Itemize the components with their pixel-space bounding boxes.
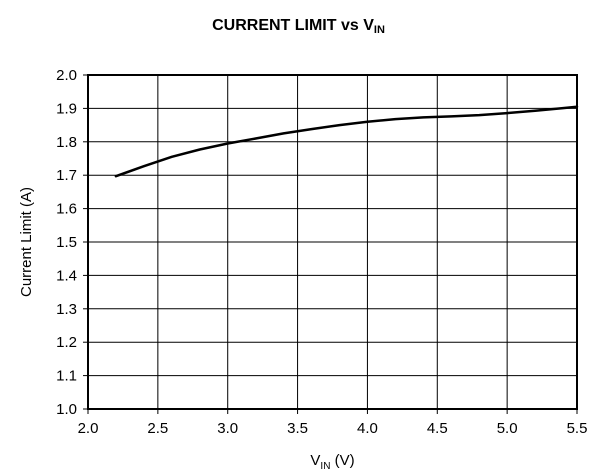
chart-title-subscript: IN bbox=[373, 24, 385, 36]
y-tick-label: 1.5 bbox=[56, 234, 77, 251]
chart-title-main: CURRENT LIMIT vs V bbox=[212, 17, 374, 34]
series-line bbox=[114, 105, 579, 178]
x-axis-label-unit: (V) bbox=[330, 452, 354, 469]
x-tick-label: 3.5 bbox=[287, 420, 308, 437]
chart-title: CURRENT LIMIT vs VIN bbox=[0, 17, 597, 36]
y-axis-label: Current Limit (A) bbox=[18, 187, 35, 297]
data-series bbox=[114, 105, 579, 178]
x-tick-label: 4.5 bbox=[427, 420, 448, 437]
plot-frame bbox=[87, 74, 578, 410]
y-tick-label: 1.2 bbox=[56, 334, 77, 351]
y-tick-label: 1.7 bbox=[56, 167, 77, 184]
x-axis-label-subscript: IN bbox=[320, 461, 330, 472]
y-tick-label: 1.8 bbox=[56, 134, 77, 151]
y-tick-label: 1.6 bbox=[56, 201, 77, 218]
y-tick-label: 2.0 bbox=[56, 67, 77, 84]
x-tick-label: 4.0 bbox=[357, 420, 378, 437]
x-axis-label-main: V bbox=[310, 452, 320, 469]
y-tick-label: 1.0 bbox=[56, 401, 77, 418]
x-tick-label: 2.5 bbox=[147, 420, 168, 437]
y-tick-labels: 1.0 1.1 1.2 1.3 1.4 1.5 1.6 1.7 1.8 1.9 2.0 bbox=[56, 67, 77, 418]
x-tick-label: 2.0 bbox=[78, 420, 99, 437]
x-tick-labels: 2.0 2.5 3.0 3.5 4.0 4.5 5.0 5.5 bbox=[78, 420, 588, 437]
x-axis-label: VIN (V) bbox=[310, 452, 354, 472]
y-tick-label: 1.9 bbox=[56, 100, 77, 117]
x-tick-label: 3.0 bbox=[217, 420, 238, 437]
x-tick-label: 5.0 bbox=[497, 420, 518, 437]
y-tick-label: 1.3 bbox=[56, 301, 77, 318]
y-tick-label: 1.1 bbox=[56, 368, 77, 385]
y-tick-label: 1.4 bbox=[56, 267, 77, 284]
x-tick-label: 5.5 bbox=[567, 420, 588, 437]
